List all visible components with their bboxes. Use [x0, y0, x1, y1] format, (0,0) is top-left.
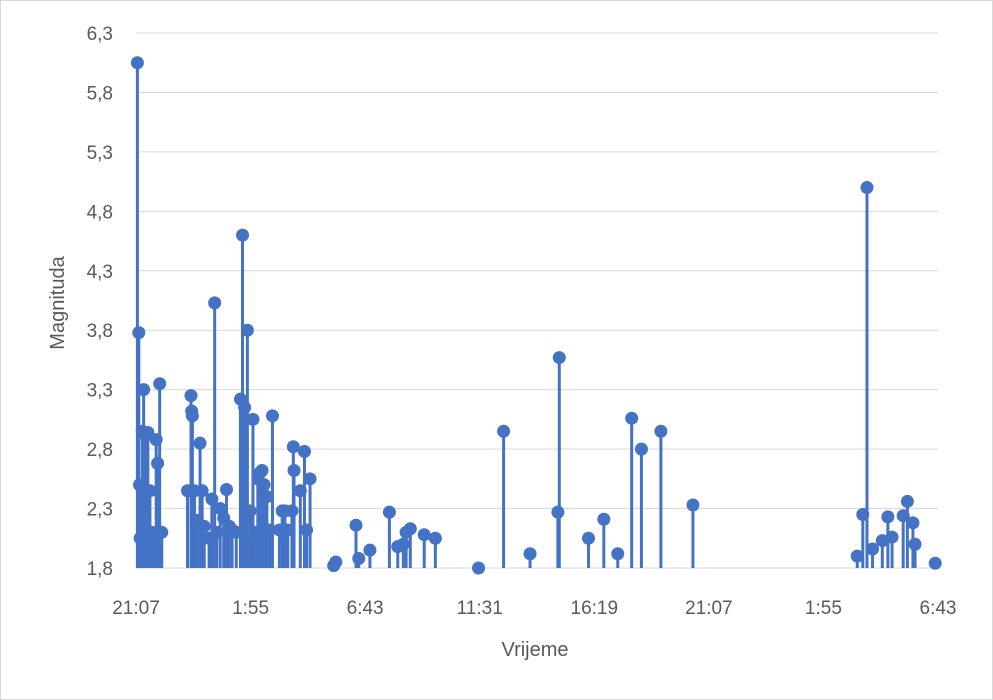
data-point — [860, 181, 874, 195]
x-tick-label: 21:07 — [685, 598, 733, 619]
x-tick-label: 6:43 — [920, 598, 957, 619]
data-point — [417, 528, 431, 542]
data-point — [928, 556, 942, 570]
data-point — [885, 530, 899, 544]
data-point — [896, 509, 910, 523]
data-point — [303, 472, 317, 486]
data-point — [240, 323, 254, 337]
y-tick-labels: 1,8 2,3 2,8 3,3 3,8 4,3 4,8 5,3 5,8 6,3 — [87, 24, 113, 580]
y-axis-title: Magnituda — [47, 255, 69, 349]
data-point — [908, 537, 922, 551]
data-point — [243, 504, 257, 518]
data-point — [472, 561, 486, 575]
data-point — [287, 464, 301, 478]
data-point — [197, 519, 211, 533]
x-tick-label: 1:55 — [232, 598, 269, 619]
data-point — [850, 549, 864, 563]
data-point — [263, 523, 277, 537]
y-tick-label: 1,8 — [87, 559, 113, 580]
y-tick-label: 4,3 — [87, 262, 113, 283]
y-tick-label: 3,3 — [87, 381, 113, 402]
y-tick-label: 5,3 — [87, 143, 113, 164]
data-point — [900, 494, 914, 508]
x-tick-labels: 21:07 1:55 6:43 11:31 16:19 21:07 1:55 6:43 — [112, 598, 956, 619]
data-point — [132, 478, 146, 492]
data-point — [906, 516, 920, 530]
data-point — [130, 56, 144, 70]
data-point — [137, 383, 151, 397]
data-point — [151, 456, 165, 470]
data-point — [143, 484, 157, 498]
y-tick-label: 2,3 — [87, 500, 113, 521]
data-point — [205, 492, 219, 506]
data-point — [236, 228, 250, 242]
data-point — [654, 424, 668, 438]
data-point — [210, 525, 224, 539]
x-tick-label: 1:55 — [805, 598, 842, 619]
data-point — [403, 522, 417, 536]
data-point — [281, 523, 295, 537]
data-point — [625, 411, 639, 425]
data-point — [866, 542, 880, 556]
data-point — [293, 484, 307, 498]
data-point — [132, 326, 146, 340]
data-point — [611, 547, 625, 561]
data-point — [363, 543, 377, 557]
data-point — [551, 505, 565, 519]
data-point — [881, 510, 895, 524]
data-point — [582, 531, 596, 545]
data-point — [396, 537, 410, 551]
data-point — [856, 508, 870, 521]
y-tick-label: 3,8 — [87, 321, 113, 342]
grid-lines — [136, 32, 938, 569]
data-point — [265, 409, 279, 423]
data-points — [130, 56, 942, 575]
data-point — [246, 412, 260, 426]
y-tick-label: 2,8 — [87, 440, 113, 461]
data-point — [523, 547, 537, 561]
data-point — [300, 523, 314, 537]
data-point — [155, 525, 169, 539]
data-point — [220, 483, 234, 497]
data-point — [149, 433, 163, 447]
x-tick-label: 21:07 — [112, 598, 160, 619]
data-point — [686, 498, 700, 512]
data-point — [634, 442, 648, 456]
y-tick-label: 6,3 — [87, 24, 113, 45]
data-point — [597, 512, 611, 526]
data-point — [352, 551, 366, 565]
data-point — [184, 389, 198, 403]
data-point — [255, 464, 269, 478]
stem-lines — [135, 62, 937, 568]
data-point — [286, 440, 300, 454]
data-point — [428, 531, 442, 545]
data-point — [185, 409, 199, 423]
x-tick-label: 16:19 — [571, 598, 619, 619]
data-point — [297, 444, 311, 458]
data-point — [285, 504, 299, 518]
data-point — [875, 534, 889, 548]
data-point — [329, 555, 343, 569]
y-tick-label: 5,8 — [87, 83, 113, 104]
data-point — [238, 401, 252, 414]
data-point — [193, 436, 207, 450]
data-point — [153, 377, 167, 391]
data-point — [229, 525, 243, 539]
data-point — [497, 424, 511, 438]
data-point — [133, 531, 147, 545]
data-point — [349, 518, 363, 532]
y-tick-label: 4,8 — [87, 202, 113, 223]
x-tick-label: 6:43 — [347, 598, 384, 619]
data-point — [260, 490, 274, 504]
x-tick-label: 11:31 — [457, 598, 503, 619]
x-axis-title: Vrijeme — [501, 639, 568, 661]
data-point — [249, 525, 263, 539]
data-point — [552, 351, 566, 365]
data-point — [382, 505, 396, 519]
data-point — [257, 478, 271, 492]
data-point — [208, 296, 222, 310]
data-point — [195, 484, 209, 498]
